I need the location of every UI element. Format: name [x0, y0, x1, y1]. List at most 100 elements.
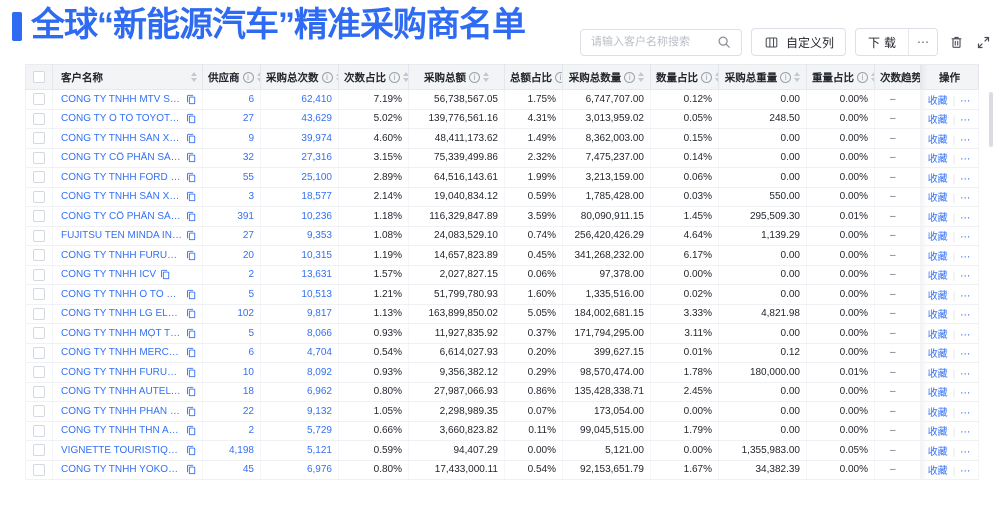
row-more-button[interactable]: ⋯ [960, 466, 972, 478]
column-header-name[interactable]: 客户名称 [52, 64, 203, 90]
column-header-weight_pct[interactable]: 重量占比 i [806, 64, 875, 90]
customer-name-link[interactable]: CÔNG TY TNHH MTV SẢN XUẤ... [61, 93, 182, 105]
favorite-button[interactable]: 收藏 [927, 368, 948, 380]
row-checkbox[interactable] [33, 405, 45, 418]
purchase-count-cell[interactable]: 6,976 [260, 460, 339, 480]
suppliers-cell[interactable]: 6 [202, 89, 261, 110]
customer-name-link[interactable]: CÔNG TY TNHH Ô TÔ MITSUBI... [61, 288, 182, 300]
search-box[interactable] [579, 28, 742, 56]
favorite-button[interactable]: 收藏 [927, 193, 948, 205]
row-checkbox[interactable] [33, 93, 45, 106]
row-more-button[interactable]: ⋯ [960, 134, 972, 146]
customer-name-link[interactable]: CÔNG TY CỔ PHẦN SẢN XUẤT... [61, 210, 182, 222]
favorite-button[interactable]: 收藏 [927, 212, 948, 224]
row-more-button[interactable]: ⋯ [960, 388, 972, 400]
suppliers-cell[interactable]: 6 [202, 343, 261, 363]
sort-caret-icons[interactable] [715, 72, 718, 82]
copy-icon[interactable] [186, 367, 196, 378]
row-checkbox[interactable] [33, 151, 45, 164]
copy-icon[interactable] [186, 133, 196, 144]
column-header-qty_pct[interactable]: 数量占比 i [650, 64, 719, 90]
info-icon[interactable]: i [321, 71, 333, 83]
copy-icon[interactable] [186, 113, 196, 124]
row-checkbox[interactable] [33, 229, 45, 242]
suppliers-cell[interactable]: 9 [202, 128, 261, 149]
purchase-count-cell[interactable]: 39,974 [260, 128, 339, 149]
info-icon[interactable]: i [469, 71, 480, 83]
customize-columns-button[interactable]: 自定义列 [750, 28, 846, 56]
sort-caret-icons[interactable] [335, 72, 338, 82]
row-checkbox[interactable] [33, 307, 45, 320]
info-icon[interactable]: i [555, 71, 562, 83]
row-checkbox[interactable] [33, 112, 45, 125]
copy-icon[interactable] [160, 269, 170, 280]
suppliers-cell[interactable]: 10 [202, 362, 261, 383]
row-checkbox[interactable] [33, 385, 45, 398]
favorite-button[interactable]: 收藏 [927, 115, 948, 127]
purchase-count-cell[interactable]: 6,962 [260, 382, 339, 402]
sort-caret-icons[interactable] [483, 72, 489, 82]
favorite-button[interactable]: 收藏 [927, 329, 948, 341]
copy-icon[interactable] [186, 152, 196, 163]
search-icon[interactable] [715, 33, 733, 51]
row-checkbox[interactable] [33, 288, 45, 301]
favorite-button[interactable]: 收藏 [927, 271, 948, 283]
search-input[interactable] [588, 35, 715, 49]
column-header-qty[interactable]: 采购总数量 i [562, 64, 651, 90]
info-icon[interactable]: i [701, 71, 712, 83]
suppliers-cell[interactable]: 5 [202, 323, 261, 344]
row-more-button[interactable]: ⋯ [960, 173, 972, 185]
customer-name-link[interactable]: CÔNG TY TNHH MỘT THÀNH V... [61, 327, 182, 339]
customer-name-link[interactable]: CÔNG TY TNHH FORD VIỆT NAM [61, 171, 182, 183]
customer-name-link[interactable]: FUJITSU TEN MINDA INDIA PVT... [61, 230, 182, 242]
row-more-button[interactable]: ⋯ [960, 368, 972, 380]
row-checkbox[interactable] [33, 346, 45, 359]
row-more-button[interactable]: ⋯ [960, 349, 972, 361]
info-icon[interactable]: i [857, 71, 868, 83]
row-more-button[interactable]: ⋯ [960, 251, 972, 263]
copy-icon[interactable] [186, 464, 196, 475]
suppliers-cell[interactable]: 2 [202, 265, 261, 285]
favorite-button[interactable]: 收藏 [927, 251, 948, 263]
column-header-weight[interactable]: 采购总重量 i [718, 64, 807, 90]
row-more-button[interactable]: ⋯ [960, 427, 972, 439]
vertical-scrollbar[interactable] [989, 92, 993, 147]
suppliers-cell[interactable]: 55 [202, 167, 261, 188]
copy-icon[interactable] [186, 172, 196, 183]
info-icon[interactable]: i [242, 71, 254, 83]
purchase-count-cell[interactable]: 5,121 [260, 440, 339, 461]
purchase-count-cell[interactable]: 10,236 [260, 206, 339, 227]
row-more-button[interactable]: ⋯ [960, 407, 972, 419]
purchase-count-cell[interactable]: 8,092 [260, 362, 339, 383]
row-more-button[interactable]: ⋯ [960, 310, 972, 322]
suppliers-cell[interactable]: 27 [202, 226, 261, 246]
suppliers-cell[interactable]: 4,198 [202, 440, 261, 461]
copy-icon[interactable] [186, 328, 196, 339]
copy-icon[interactable] [186, 230, 196, 241]
suppliers-cell[interactable]: 5 [202, 284, 261, 305]
suppliers-cell[interactable]: 3 [202, 187, 261, 207]
row-more-button[interactable]: ⋯ [960, 271, 972, 283]
customer-name-link[interactable]: CÔNG TY TNHH YOKOWO VIỆT... [61, 464, 182, 476]
purchase-count-cell[interactable]: 5,729 [260, 421, 339, 441]
customer-name-link[interactable]: CÔNG TY TNHH LG ELECTRON... [61, 308, 182, 320]
customer-name-link[interactable]: CÔNG TY Ô TÔ TOYOTA VIỆT ... [61, 113, 182, 125]
favorite-button[interactable]: 收藏 [927, 349, 948, 361]
row-checkbox[interactable] [33, 366, 45, 379]
customer-name-link[interactable]: CÔNG TY TNHH FURUKAWA A... [61, 366, 182, 378]
favorite-button[interactable]: 收藏 [927, 173, 948, 185]
info-icon[interactable]: i [389, 71, 400, 83]
column-header-amount_pct[interactable]: 总额占比 i [504, 64, 563, 90]
suppliers-cell[interactable]: 2 [202, 421, 261, 441]
row-checkbox[interactable] [33, 190, 45, 203]
purchase-count-cell[interactable]: 10,315 [260, 245, 339, 266]
row-checkbox[interactable] [33, 444, 45, 457]
copy-icon[interactable] [186, 289, 196, 300]
copy-icon[interactable] [186, 445, 196, 456]
row-checkbox[interactable] [33, 327, 45, 340]
info-icon[interactable]: i [780, 71, 792, 83]
row-more-button[interactable]: ⋯ [960, 95, 972, 107]
favorite-button[interactable]: 收藏 [927, 232, 948, 244]
purchase-count-cell[interactable]: 13,631 [260, 265, 339, 285]
column-header-amount[interactable]: 采购总额 i [408, 64, 505, 90]
